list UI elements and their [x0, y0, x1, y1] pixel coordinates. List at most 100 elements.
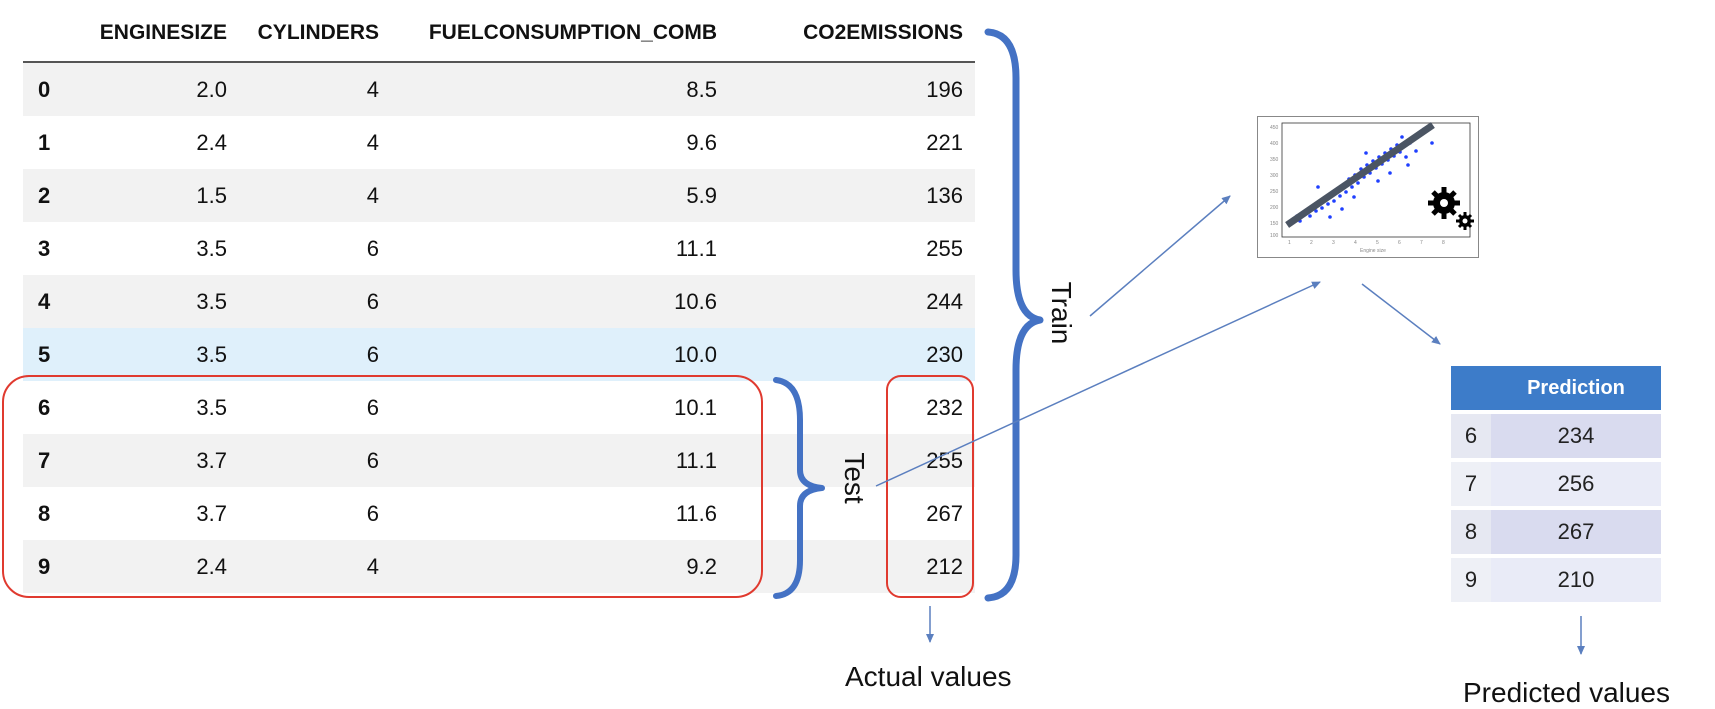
- cylinders-cell: 6: [239, 275, 391, 328]
- prediction-row: 8 267: [1451, 510, 1661, 554]
- scatter-plot-graphic: 450 400 350 300 250 200 150 100 1 2 3 4 5 6 7 8 En…: [1270, 122, 1474, 254]
- train-arrow: [1089, 195, 1231, 317]
- svg-text:450: 450: [1270, 125, 1279, 131]
- svg-text:3: 3: [1332, 240, 1335, 246]
- enginesize-cell: 3.7: [196, 500, 227, 526]
- fuelconsumption-cell: 9.6: [686, 129, 717, 155]
- cylinders-cell: 6: [239, 434, 391, 487]
- prediction-table: Prediction 6 234 7 256 8 267 9 210: [1451, 362, 1661, 606]
- prediction-index-header: [1451, 366, 1491, 410]
- fuelconsumption-cell: 10.0: [391, 328, 729, 381]
- prediction-index: 6: [1451, 414, 1491, 458]
- svg-text:300: 300: [1270, 173, 1279, 179]
- gears-icon: [1428, 187, 1474, 230]
- table-row: 1 2.4 4 9.6 221: [23, 116, 975, 169]
- svg-text:100: 100: [1270, 233, 1279, 239]
- fuelconsumption-cell: 10.6: [391, 275, 729, 328]
- prediction-index: 9: [1451, 558, 1491, 602]
- enginesize-cell: 2.0: [95, 62, 239, 116]
- table-row: 4 3.5 6 10.6 244: [23, 275, 975, 328]
- enginesize-cell: 2.4: [196, 129, 227, 155]
- enginesize-cell: 2.4: [95, 540, 239, 593]
- table-row: 9 2.4 4 9.2 212: [23, 540, 975, 593]
- svg-text:150: 150: [1270, 221, 1279, 227]
- train-label: Train: [1046, 281, 1077, 345]
- cylinders-cell: 4: [239, 540, 391, 593]
- enginesize-cell: 3.5: [95, 275, 239, 328]
- svg-text:8: 8: [1442, 240, 1445, 246]
- row-index: 6: [38, 394, 51, 420]
- co2emissions-cell: 196: [729, 62, 975, 116]
- enginesize-cell: 3.5: [196, 394, 227, 420]
- cylinders-cell: 6: [366, 500, 379, 526]
- row-index: 1: [38, 129, 51, 155]
- svg-text:7: 7: [1420, 240, 1423, 246]
- row-index: 4: [23, 275, 95, 328]
- prediction-row: 7 256: [1451, 462, 1661, 506]
- co2emissions-cell: 255: [926, 235, 963, 261]
- test-arrow: [875, 281, 1321, 487]
- cylinders-cell: 6: [239, 328, 391, 381]
- fuelconsumption-header: FUELCONSUMPTION_COMB: [391, 5, 729, 63]
- co2emissions-cell: 221: [926, 129, 963, 155]
- co2emissions-cell: 244: [729, 275, 975, 328]
- table-row: 6 3.5 6 10.1 232: [23, 381, 975, 434]
- cylinders-header: CYLINDERS: [239, 5, 391, 63]
- table-row: 7 3.7 6 11.1 255: [23, 434, 975, 487]
- fuelconsumption-cell: 9.2: [391, 540, 729, 593]
- svg-text:400: 400: [1270, 141, 1279, 147]
- co2emissions-cell: 232: [926, 394, 963, 420]
- test-brace: [773, 377, 825, 599]
- actual-values-box: [886, 375, 974, 598]
- co2emissions-cell: 230: [729, 328, 975, 381]
- row-index: 7: [23, 434, 95, 487]
- svg-text:250: 250: [1270, 189, 1279, 195]
- table-row: 3 3.5 6 11.1 255: [23, 222, 975, 275]
- cylinders-cell: 6: [366, 394, 379, 420]
- prediction-header: Prediction: [1491, 366, 1661, 410]
- fuelconsumption-cell: 11.1: [391, 434, 729, 487]
- enginesize-cell: 3.5: [95, 328, 239, 381]
- row-index: 2: [23, 169, 95, 222]
- fuelconsumption-cell: 5.9: [391, 169, 729, 222]
- enginesize-cell: 1.5: [95, 169, 239, 222]
- scatter-plot-icon: 450 400 350 300 250 200 150 100 1 2 3 4 5 6 7 8 En…: [1257, 116, 1479, 258]
- co2emissions-cell: 212: [729, 540, 975, 593]
- fuelconsumption-cell: 10.1: [674, 394, 717, 420]
- row-index: 5: [23, 328, 95, 381]
- cylinders-cell: 4: [366, 129, 379, 155]
- test-rows-box: [2, 375, 763, 598]
- prediction-value: 256: [1491, 462, 1661, 506]
- svg-text:6: 6: [1398, 240, 1401, 246]
- train-brace: [984, 28, 1044, 602]
- data-table: ENGINESIZE CYLINDERS FUELCONSUMPTION_COM…: [23, 5, 975, 593]
- table-header-row: ENGINESIZE CYLINDERS FUELCONSUMPTION_COM…: [23, 5, 975, 63]
- test-label: Test: [839, 452, 870, 504]
- fuelconsumption-cell: 11.1: [675, 235, 717, 261]
- co2emissions-header: CO2EMISSIONS: [729, 5, 975, 63]
- prediction-row: 9 210: [1451, 558, 1661, 602]
- table-row-highlighted: 5 3.5 6 10.0 230: [23, 328, 975, 381]
- co2emissions-cell: 267: [926, 500, 963, 526]
- cylinders-cell: 4: [239, 62, 391, 116]
- predicted-values-label: Predicted values: [1463, 677, 1671, 708]
- actual-values-label: Actual values: [845, 661, 1012, 692]
- svg-text:200: 200: [1270, 205, 1279, 211]
- table-row: 2 1.5 4 5.9 136: [23, 169, 975, 222]
- svg-text:2: 2: [1310, 240, 1313, 246]
- index-header: [23, 5, 95, 63]
- fuelconsumption-cell: 11.6: [675, 500, 717, 526]
- cylinders-cell: 4: [239, 169, 391, 222]
- prediction-header-row: Prediction: [1451, 366, 1661, 410]
- row-index: 8: [38, 500, 51, 526]
- prediction-value: 267: [1491, 510, 1661, 554]
- prediction-index: 7: [1451, 462, 1491, 506]
- prediction-index: 8: [1451, 510, 1491, 554]
- row-index: 3: [38, 235, 51, 261]
- table-row: 8 3.7 6 11.6 267: [23, 487, 975, 540]
- row-index: 0: [23, 62, 95, 116]
- enginesize-header: ENGINESIZE: [95, 5, 239, 63]
- svg-text:5: 5: [1376, 240, 1379, 246]
- svg-text:350: 350: [1270, 157, 1279, 163]
